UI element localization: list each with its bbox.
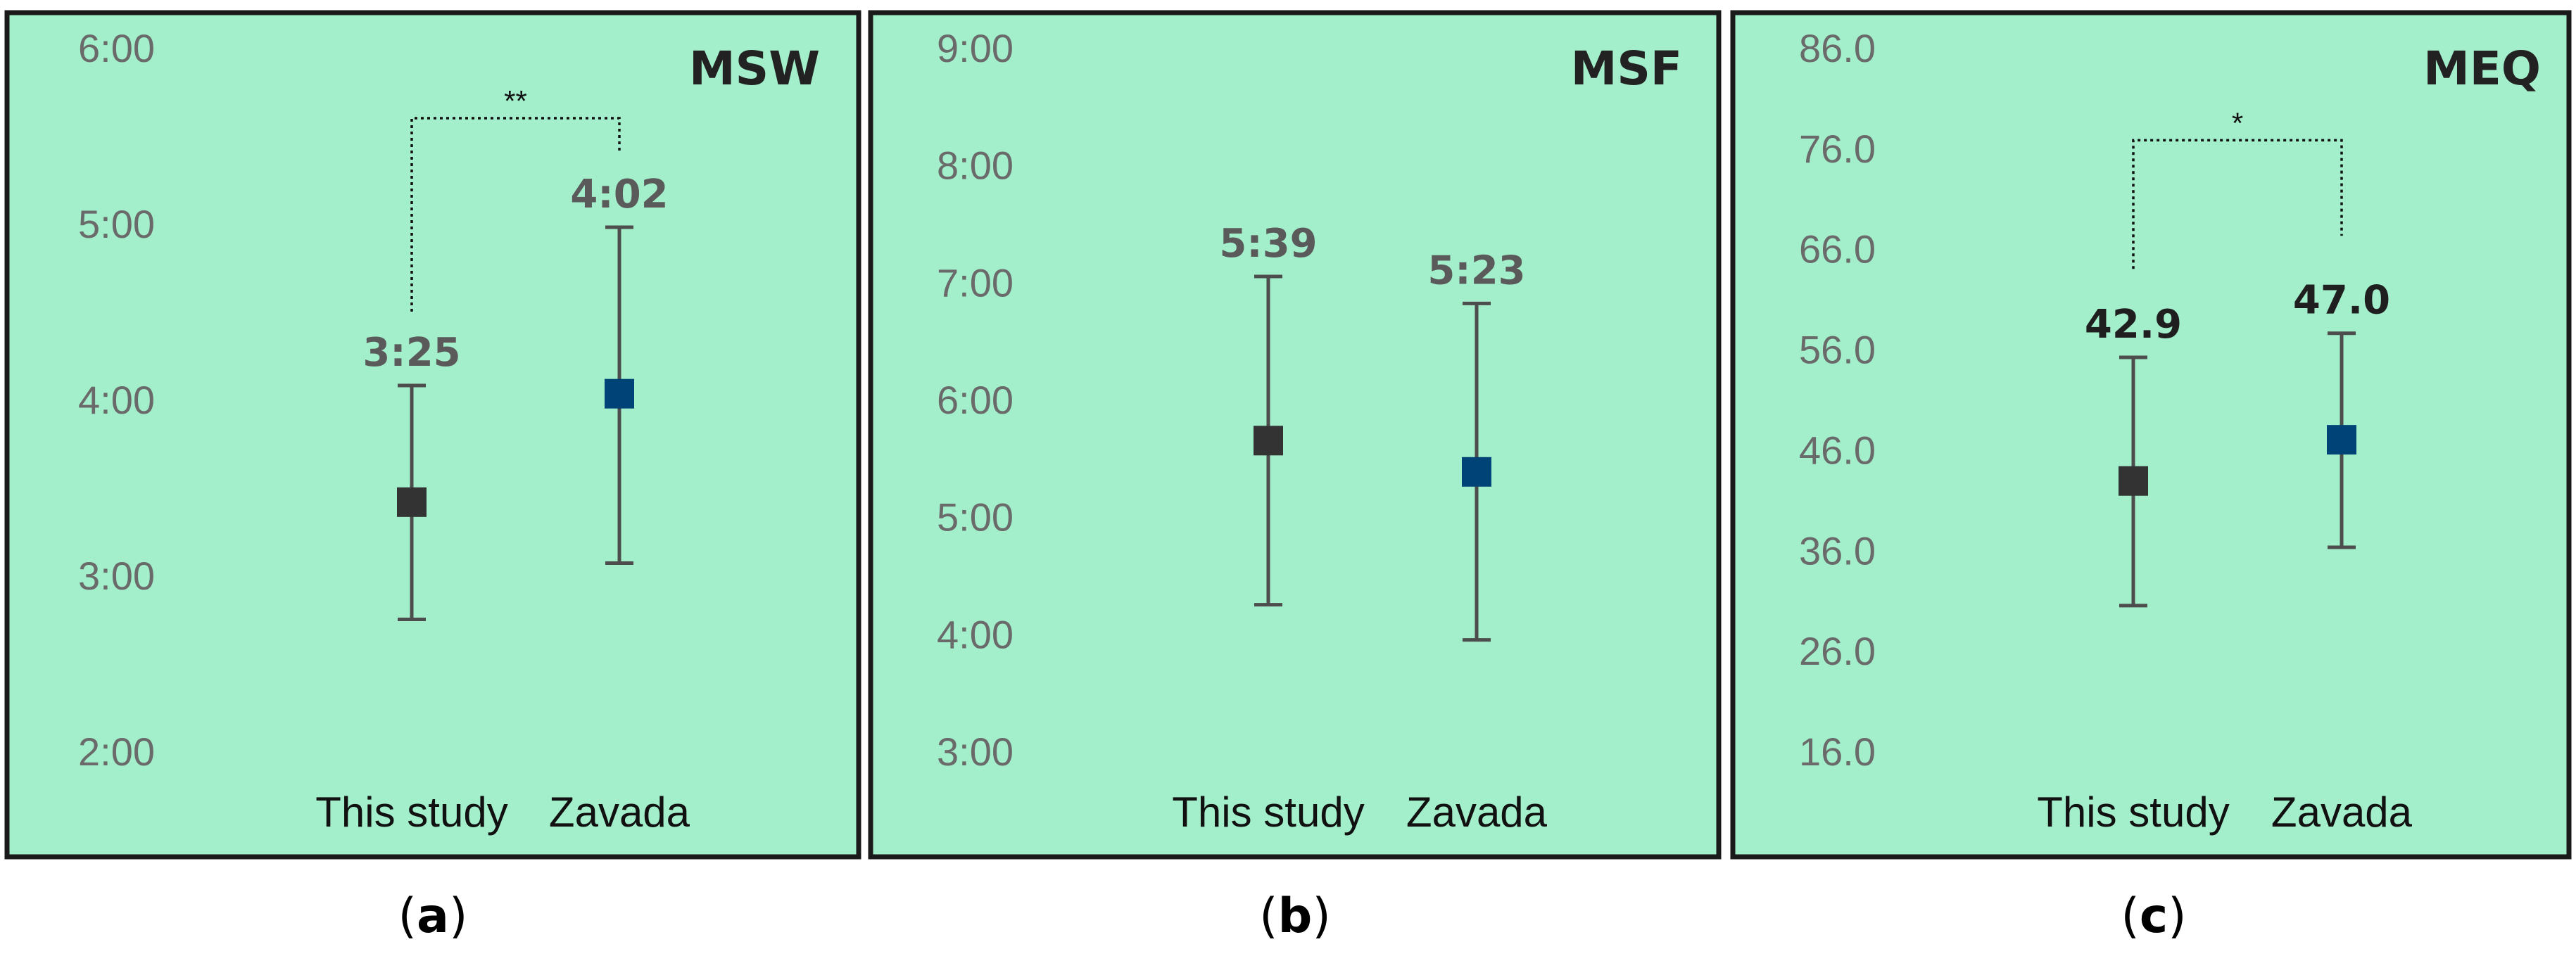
data-point-marker bbox=[2119, 466, 2148, 496]
significance-marker: ** bbox=[504, 84, 527, 117]
panel-background bbox=[1730, 10, 2572, 860]
y-tick-label: 5:00 bbox=[78, 202, 155, 246]
y-tick-label: 7:00 bbox=[937, 260, 1014, 305]
y-tick-label: 9:00 bbox=[937, 26, 1014, 70]
y-tick-label: 4:00 bbox=[937, 612, 1014, 656]
panel-caption: (c) bbox=[2121, 888, 2186, 944]
y-tick-label: 56.0 bbox=[1799, 328, 1876, 372]
y-tick-label: 26.0 bbox=[1799, 629, 1876, 673]
category-label: This study bbox=[1172, 789, 1364, 836]
chart-panel-a: 2:00 3:00 4:00 5:00 6:00 MSW This study Zavada *… bbox=[4, 10, 861, 860]
y-tick-label: 4:00 bbox=[78, 378, 155, 422]
data-point-marker bbox=[397, 487, 427, 517]
data-point-marker bbox=[2327, 425, 2356, 455]
category-label: Zavada bbox=[1406, 789, 1548, 836]
significance-bracket bbox=[2132, 139, 2343, 269]
y-tick-label: 66.0 bbox=[1799, 227, 1876, 272]
data-label: 3:25 bbox=[362, 330, 460, 376]
category-label: Zavada bbox=[2271, 789, 2413, 836]
y-tick-label: 2:00 bbox=[78, 729, 155, 774]
data-label: 42.9 bbox=[2085, 302, 2182, 348]
panel-background bbox=[4, 10, 861, 860]
data-point-marker bbox=[1462, 457, 1491, 487]
panel-title: MSW bbox=[689, 42, 820, 96]
y-tick-label: 3:00 bbox=[937, 729, 1014, 774]
panel-title: MSF bbox=[1571, 42, 1682, 96]
significance-marker: * bbox=[2232, 106, 2243, 139]
data-label: 4:02 bbox=[570, 172, 668, 217]
y-tick-label: 86.0 bbox=[1799, 26, 1876, 70]
y-tick-label: 6:00 bbox=[937, 378, 1014, 422]
category-label: This study bbox=[2037, 789, 2229, 836]
y-tick-label: 36.0 bbox=[1799, 528, 1876, 573]
panel-caption: (a) bbox=[398, 888, 468, 944]
y-tick-label: 5:00 bbox=[937, 495, 1014, 540]
data-point-marker bbox=[1254, 426, 1283, 456]
data-label: 47.0 bbox=[2293, 278, 2390, 324]
data-label: 5:23 bbox=[1427, 248, 1525, 293]
category-label: Zavada bbox=[549, 789, 690, 836]
chart-panel-b: 3:00 4:00 5:00 6:00 7:00 8:00 9:00 MSF This stud… bbox=[868, 10, 1722, 860]
panel-background bbox=[868, 10, 1722, 860]
y-tick-label: 8:00 bbox=[937, 144, 1014, 188]
category-label: This study bbox=[315, 789, 507, 836]
data-point-marker bbox=[605, 378, 634, 409]
significance-bracket bbox=[410, 117, 621, 312]
y-tick-label: 76.0 bbox=[1799, 127, 1876, 171]
y-tick-label: 3:00 bbox=[78, 554, 155, 598]
panel-caption: (b) bbox=[1259, 888, 1331, 944]
chart-panel-c: 16.0 26.0 36.0 46.0 56.0 66.0 76.0 86.0 MEQ This … bbox=[1730, 10, 2572, 860]
y-tick-label: 46.0 bbox=[1799, 428, 1876, 472]
data-label: 5:39 bbox=[1219, 221, 1317, 267]
y-tick-label: 16.0 bbox=[1799, 729, 1876, 774]
panel-title: MEQ bbox=[2423, 42, 2541, 96]
y-tick-label: 6:00 bbox=[78, 26, 155, 70]
